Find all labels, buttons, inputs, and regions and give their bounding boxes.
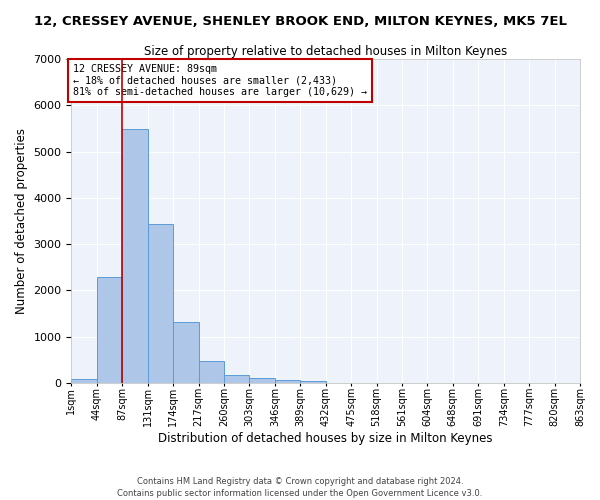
- Bar: [224, 375, 250, 383]
- Bar: [97, 278, 122, 383]
- Bar: [71, 380, 97, 383]
- Title: Size of property relative to detached houses in Milton Keynes: Size of property relative to detached ho…: [144, 45, 508, 58]
- Bar: [300, 382, 326, 383]
- Bar: [199, 361, 224, 383]
- Bar: [250, 378, 275, 383]
- Text: 12, CRESSEY AVENUE, SHENLEY BROOK END, MILTON KEYNES, MK5 7EL: 12, CRESSEY AVENUE, SHENLEY BROOK END, M…: [34, 15, 566, 28]
- Bar: [173, 322, 199, 383]
- Text: 12 CRESSEY AVENUE: 89sqm
← 18% of detached houses are smaller (2,433)
81% of sem: 12 CRESSEY AVENUE: 89sqm ← 18% of detach…: [73, 64, 367, 97]
- Bar: [148, 224, 173, 383]
- Bar: [122, 130, 148, 383]
- X-axis label: Distribution of detached houses by size in Milton Keynes: Distribution of detached houses by size …: [158, 432, 493, 445]
- Bar: [275, 380, 300, 383]
- Text: Contains HM Land Registry data © Crown copyright and database right 2024.
Contai: Contains HM Land Registry data © Crown c…: [118, 476, 482, 498]
- Y-axis label: Number of detached properties: Number of detached properties: [15, 128, 28, 314]
